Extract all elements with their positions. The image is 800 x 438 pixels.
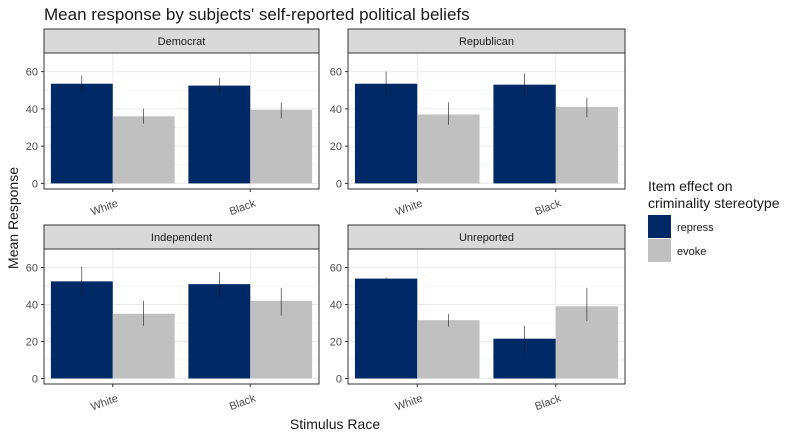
y-tick-label: 0 [336,178,342,190]
bar-republican-repress-black [493,84,556,184]
y-tick-label: 20 [330,336,342,348]
x-tick-label-black: Black [228,197,258,218]
bar-independent-repress-white [50,281,113,379]
chart-title: Mean response by subjects' self-reported… [44,5,470,24]
panel-border [347,52,626,190]
strip-label-republican: Republican [459,36,514,48]
legend-key-repress [648,215,671,238]
strip-independent [43,224,320,250]
panel-democrat: Democrat 0 20 40 60 White Black [26,28,320,219]
legend-key-evoke [648,239,671,262]
x-tick-label-black: Black [533,392,563,413]
bar-unreported-evoke-white [417,320,480,379]
facet-panels: Democrat 0 20 40 60 White Black Republican 0 20 40… [26,28,626,414]
y-tick-label: 0 [32,373,38,385]
panel-independent: Independent 0 20 40 60 White Black [26,224,320,414]
y-tick-label: 40 [26,299,38,311]
bar-democrat-repress-black [188,85,251,184]
bar-democrat-evoke-white [112,116,175,184]
strip-democrat [43,28,320,54]
bar-democrat-repress-white [50,83,113,184]
bar-republican-evoke-black [555,107,619,184]
y-tick-label: 40 [330,299,342,311]
panel-border [43,52,320,190]
y-tick-label: 20 [26,336,38,348]
x-tick-label-black: Black [533,197,563,218]
y-tick-label: 40 [26,104,38,116]
x-tick-label-white: White [394,393,425,414]
bar-unreported-repress-white [354,278,418,379]
x-tick-label-white: White [394,198,425,219]
bar-democrat-evoke-black [250,109,313,184]
strip-label-independent: Independent [151,232,212,244]
legend-title-line2: criminality stereotype [648,195,780,211]
y-axis-title: Mean Response [5,167,21,269]
bar-republican-evoke-white [417,114,480,184]
panel-unreported: Unreported 0 20 40 60 White Black [330,224,626,414]
panel-border [347,248,626,385]
legend-label-repress: repress [677,222,714,234]
legend-title-line1: Item effect on [648,178,733,194]
strip-label-democrat: Democrat [158,36,206,48]
y-tick-label: 40 [330,104,342,116]
legend-label-evoke: evoke [677,246,706,258]
panel-republican: Republican 0 20 40 60 White Black [330,28,626,219]
strip-label-unreported: Unreported [459,232,514,244]
x-axis-title: Stimulus Race [290,416,380,432]
legend: Item effect on criminality stereotype re… [648,178,780,262]
x-tick-label-white: White [89,198,120,219]
strip-unreported [347,224,626,250]
strip-republican [347,28,626,54]
y-tick-label: 60 [330,67,342,79]
y-tick-label: 60 [330,262,342,274]
y-tick-label: 20 [330,141,342,153]
y-tick-label: 20 [26,141,38,153]
bar-republican-repress-white [354,83,418,184]
y-tick-label: 0 [336,373,342,385]
y-tick-label: 60 [26,262,38,274]
x-tick-label-white: White [89,393,120,414]
bar-independent-repress-black [188,284,251,379]
y-tick-label: 0 [32,178,38,190]
panel-border [43,248,320,385]
x-tick-label-black: Black [228,392,258,413]
y-tick-label: 60 [26,67,38,79]
